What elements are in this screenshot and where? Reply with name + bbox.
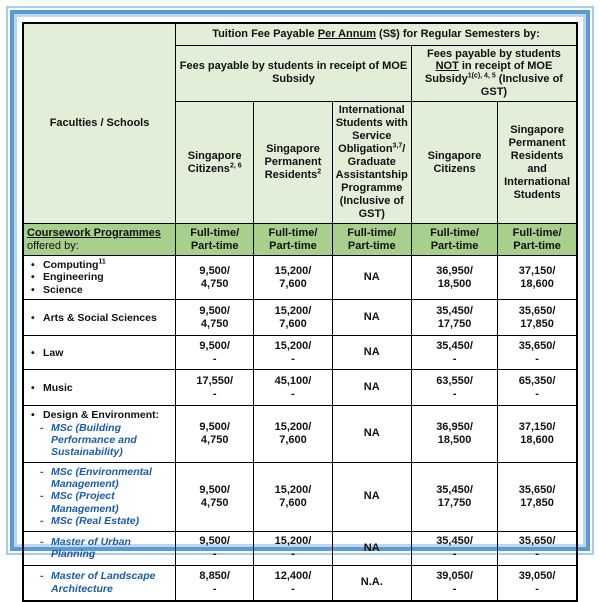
dash-icon: - [40, 535, 44, 548]
bullet-icon: • [31, 311, 35, 324]
fee-cell: NA [331, 299, 412, 337]
no-moe-subsidy-group-header: Fees payable by students NOT in receipt … [410, 44, 578, 103]
fee-cell: 37,150/ 18,600 [497, 255, 578, 301]
fee-cell: NA [331, 461, 412, 532]
fee-cell: 35,650/ 17,850 [497, 299, 578, 337]
dash-icon: - [40, 490, 44, 503]
table-row: - Master of Landscape Architecture 8,850/ … [22, 564, 578, 602]
dash-icon: - [40, 421, 44, 434]
bullet-icon: • [31, 409, 35, 422]
fee-cell: 15,200/ 7,600 [253, 255, 333, 301]
fee-cell: 37,150/ 18,600 [497, 405, 578, 463]
bullet-icon: • [31, 271, 35, 284]
decorative-blue-frame-inner: Faculties / Schools Tuition Fee Payable … [14, 14, 586, 602]
fee-cell: NA [331, 405, 412, 463]
bullet-icon: • [31, 346, 35, 359]
coursework-band-row: Coursework Programmes offered by: Full-ti… [22, 223, 578, 257]
table-row: • Arts & Social Sciences 9,500/ 4,750 15,20… [22, 299, 578, 337]
coursework-programmes-label: Coursework Programmes offered by: [22, 223, 177, 257]
table-row: • Music 17,550/ -45,100/ - NA 63,550/ -65,35… [22, 369, 578, 407]
schedule-label: Full-time/ Part-time [253, 223, 333, 257]
decorative-blue-frame-mid: Faculties / Schools Tuition Fee Payable … [10, 10, 590, 602]
fee-cell: 35,450/ 17,750 [410, 299, 499, 337]
fee-cell: 9,500/ - [175, 335, 255, 371]
fee-cell: 35,650/ 17,850 [497, 461, 578, 532]
column-header-international-service-obligation: International Students with Service Obli… [331, 101, 412, 225]
faculty-cell: - Master of Landscape Architecture [22, 564, 177, 602]
fee-cell: 8,850/ - [175, 564, 255, 602]
fee-cell: 9,500/ 4,750 [175, 299, 255, 337]
table-row: • Computing11 • Engineering • Science 9,500/ 4… [22, 255, 578, 301]
fee-cell: 35,450/ - [410, 335, 499, 371]
column-header-singapore-citizens-unsubsidised: Singapore Citizens [410, 101, 499, 225]
table-row: - Master of Urban Planning 9,500/ -15,200/… [22, 530, 578, 566]
fee-cell: 65,350/ - [497, 369, 578, 407]
faculty-cell: • Computing11 • Engineering • Science [22, 255, 177, 301]
subsidy-group-row: Fees payable by students in receipt of M… [23, 44, 578, 103]
tuition-fee-table: Faculties / Schools Tuition Fee Payable … [22, 22, 578, 602]
faculty-cell: - Master of Urban Planning [22, 530, 177, 566]
fee-cell: 36,950/ 18,500 [410, 255, 499, 301]
fee-cell: 35,650/ - [497, 530, 578, 566]
faculty-cell: • Arts & Social Sciences [22, 299, 177, 337]
fee-cell: 36,950/ 18,500 [410, 405, 499, 463]
fee-cell: N.A. [331, 564, 412, 602]
fee-cell: 17,550/ - [175, 369, 255, 407]
fee-cell: 12,400/ - [253, 564, 333, 602]
schedule-label: Full-time/ Part-time [331, 223, 412, 257]
decorative-blue-frame: Faculties / Schools Tuition Fee Payable … [6, 6, 594, 602]
fee-cell: 45,100/ - [253, 369, 333, 407]
table-row: • Law 9,500/ -15,200/ - NA 35,450/ -35,650/ … [22, 335, 578, 371]
table-row: • Design & Environment: - MSc (Building Per… [22, 405, 578, 463]
bullet-icon: • [31, 259, 35, 272]
fee-cell: 9,500/ 4,750 [175, 255, 255, 301]
fee-cell: 35,650/ - [497, 335, 578, 371]
fee-cell: NA [331, 335, 412, 371]
schedule-label: Full-time/ Part-time [497, 223, 578, 257]
faculty-cell: • Law [22, 335, 177, 371]
fee-cell: 9,500/ - [175, 530, 255, 566]
fee-cell: 15,200/ - [253, 530, 333, 566]
dash-icon: - [40, 515, 44, 528]
fee-cell: 39,050/ - [497, 564, 578, 602]
schedule-label: Full-time/ Part-time [410, 223, 499, 257]
table-row: - MSc (Environmental Management) - MSc (Pro… [22, 461, 578, 532]
fee-cell: 35,450/ - [410, 530, 499, 566]
fee-cell: 9,500/ 4,750 [175, 461, 255, 532]
fee-cell: 63,550/ - [410, 369, 499, 407]
faculty-cell: • Design & Environment: - MSc (Building Per… [22, 405, 177, 463]
table-body: • Computing11 • Engineering • Science 9,500/ 4… [22, 255, 578, 602]
moe-subsidy-group-header: Fees payable by students in receipt of M… [175, 44, 412, 103]
column-header-row: Singapore Citizens2, 6 Singapore Permane… [23, 101, 578, 225]
dash-icon: - [40, 465, 44, 478]
fee-cell: NA [331, 255, 412, 301]
fee-cell: 35,450/ 17,750 [410, 461, 499, 532]
bullet-icon: • [31, 381, 35, 394]
dash-icon: - [40, 570, 44, 583]
faculties-schools-header: Faculties / Schools [22, 22, 177, 225]
table-title-row: Faculties / Schools Tuition Fee Payable … [22, 22, 578, 225]
fee-cell: 15,200/ 7,600 [253, 405, 333, 463]
column-header-singapore-pr-subsidised: Singapore Permanent Residents2 [253, 101, 333, 225]
column-header-singapore-citizens-subsidised: Singapore Citizens2, 6 [175, 101, 255, 225]
fee-cell: NA [331, 530, 412, 566]
table-title: Tuition Fee Payable Per Annum (S$) for R… [175, 22, 578, 46]
fee-cell: NA [331, 369, 412, 407]
fee-cell: 39,050/ - [410, 564, 499, 602]
schedule-label: Full-time/ Part-time [175, 223, 255, 257]
fee-cell: 15,200/ - [253, 335, 333, 371]
fee-cell: 9,500/ 4,750 [175, 405, 255, 463]
faculty-cell: • Music [22, 369, 177, 407]
fee-cell: 15,200/ 7,600 [253, 461, 333, 532]
bullet-icon: • [31, 283, 35, 296]
column-header-singapore-pr-international: Singapore Permanent Residents and Intern… [497, 101, 578, 225]
fee-cell: 15,200/ 7,600 [253, 299, 333, 337]
faculty-cell: - MSc (Environmental Management) - MSc (Pro… [22, 461, 177, 532]
